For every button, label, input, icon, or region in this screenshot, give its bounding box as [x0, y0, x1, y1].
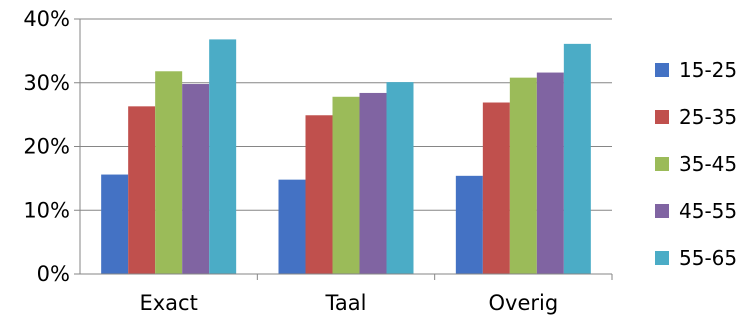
y-tick-label: 40%	[23, 7, 70, 31]
bar-exact-55-65	[209, 39, 237, 275]
x-axis-tick-labels: Exact Taal Overig	[139, 291, 558, 315]
bars	[101, 39, 591, 275]
legend-swatch	[655, 63, 669, 77]
legend-label: 35-45	[679, 152, 737, 176]
bar-exact-35-45	[155, 71, 183, 275]
bar-taal-55-65	[386, 82, 414, 274]
bar-overig-55-65	[563, 43, 591, 274]
bar-overig-35-45	[509, 77, 537, 275]
legend: 15-25 25-35 35-45 45-55 55-65	[655, 58, 737, 270]
legend-swatch	[655, 110, 669, 124]
legend-item-35-45: 35-45	[655, 152, 737, 176]
legend-label: 45-55	[679, 199, 737, 223]
y-tick-label: 10%	[23, 198, 70, 222]
legend-label: 15-25	[679, 58, 737, 82]
bar-taal-35-45	[332, 96, 360, 275]
bar-overig-15-25	[455, 175, 483, 274]
legend-swatch	[655, 157, 669, 171]
legend-item-55-65: 55-65	[655, 246, 737, 270]
legend-label: 25-35	[679, 105, 737, 129]
bar-exact-15-25	[101, 174, 129, 274]
bar-exact-45-55	[182, 84, 210, 275]
y-tick-label: 30%	[23, 71, 70, 95]
bar-overig-45-55	[536, 72, 564, 274]
y-axis-tick-labels: 0% 10% 20% 30% 40%	[23, 7, 70, 286]
bar-taal-25-35	[305, 115, 333, 274]
legend-item-15-25: 15-25	[655, 58, 737, 82]
y-tick-label: 20%	[23, 135, 70, 159]
legend-swatch	[655, 251, 669, 265]
bar-overig-25-35	[482, 102, 510, 274]
x-tick-label: Overig	[488, 291, 558, 315]
y-tick-label: 0%	[37, 262, 70, 286]
bar-exact-25-35	[128, 106, 156, 275]
legend-item-25-35: 25-35	[655, 105, 737, 129]
axes	[74, 18, 613, 280]
x-tick-label: Exact	[139, 291, 197, 315]
legend-label: 55-65	[679, 246, 737, 270]
legend-item-45-55: 45-55	[655, 199, 737, 223]
x-tick-label: Taal	[325, 291, 367, 315]
legend-swatch	[655, 204, 669, 218]
bar-taal-45-55	[359, 92, 387, 274]
bar-taal-15-25	[278, 179, 306, 274]
